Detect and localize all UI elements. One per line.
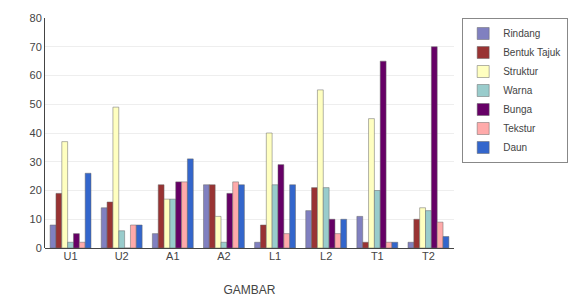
svg-text:10: 10 bbox=[30, 213, 42, 225]
svg-text:U2: U2 bbox=[115, 250, 129, 262]
svg-text:30: 30 bbox=[30, 156, 42, 168]
svg-text:T1: T1 bbox=[371, 250, 384, 262]
svg-text:L1: L1 bbox=[269, 250, 281, 262]
svg-text:Rindang: Rindang bbox=[503, 28, 540, 39]
svg-text:Bunga: Bunga bbox=[503, 104, 532, 115]
svg-text:L2: L2 bbox=[320, 250, 332, 262]
svg-text:A1: A1 bbox=[166, 250, 179, 262]
svg-text:T2: T2 bbox=[422, 250, 435, 262]
svg-text:Struktur: Struktur bbox=[503, 66, 539, 77]
svg-text:0: 0 bbox=[36, 242, 42, 254]
svg-text:Tekstur: Tekstur bbox=[503, 123, 536, 134]
svg-text:A2: A2 bbox=[217, 250, 230, 262]
svg-text:Warna: Warna bbox=[503, 85, 533, 96]
svg-text:U1: U1 bbox=[64, 250, 78, 262]
svg-text:80: 80 bbox=[30, 12, 42, 24]
svg-text:60: 60 bbox=[30, 69, 42, 81]
svg-text:70: 70 bbox=[30, 41, 42, 53]
svg-text:50: 50 bbox=[30, 98, 42, 110]
svg-text:20: 20 bbox=[30, 184, 42, 196]
svg-text:Bentuk Tajuk: Bentuk Tajuk bbox=[503, 47, 561, 58]
svg-text:GAMBAR: GAMBAR bbox=[223, 283, 275, 297]
svg-text:40: 40 bbox=[30, 127, 42, 139]
svg-text:Daun: Daun bbox=[503, 142, 527, 153]
